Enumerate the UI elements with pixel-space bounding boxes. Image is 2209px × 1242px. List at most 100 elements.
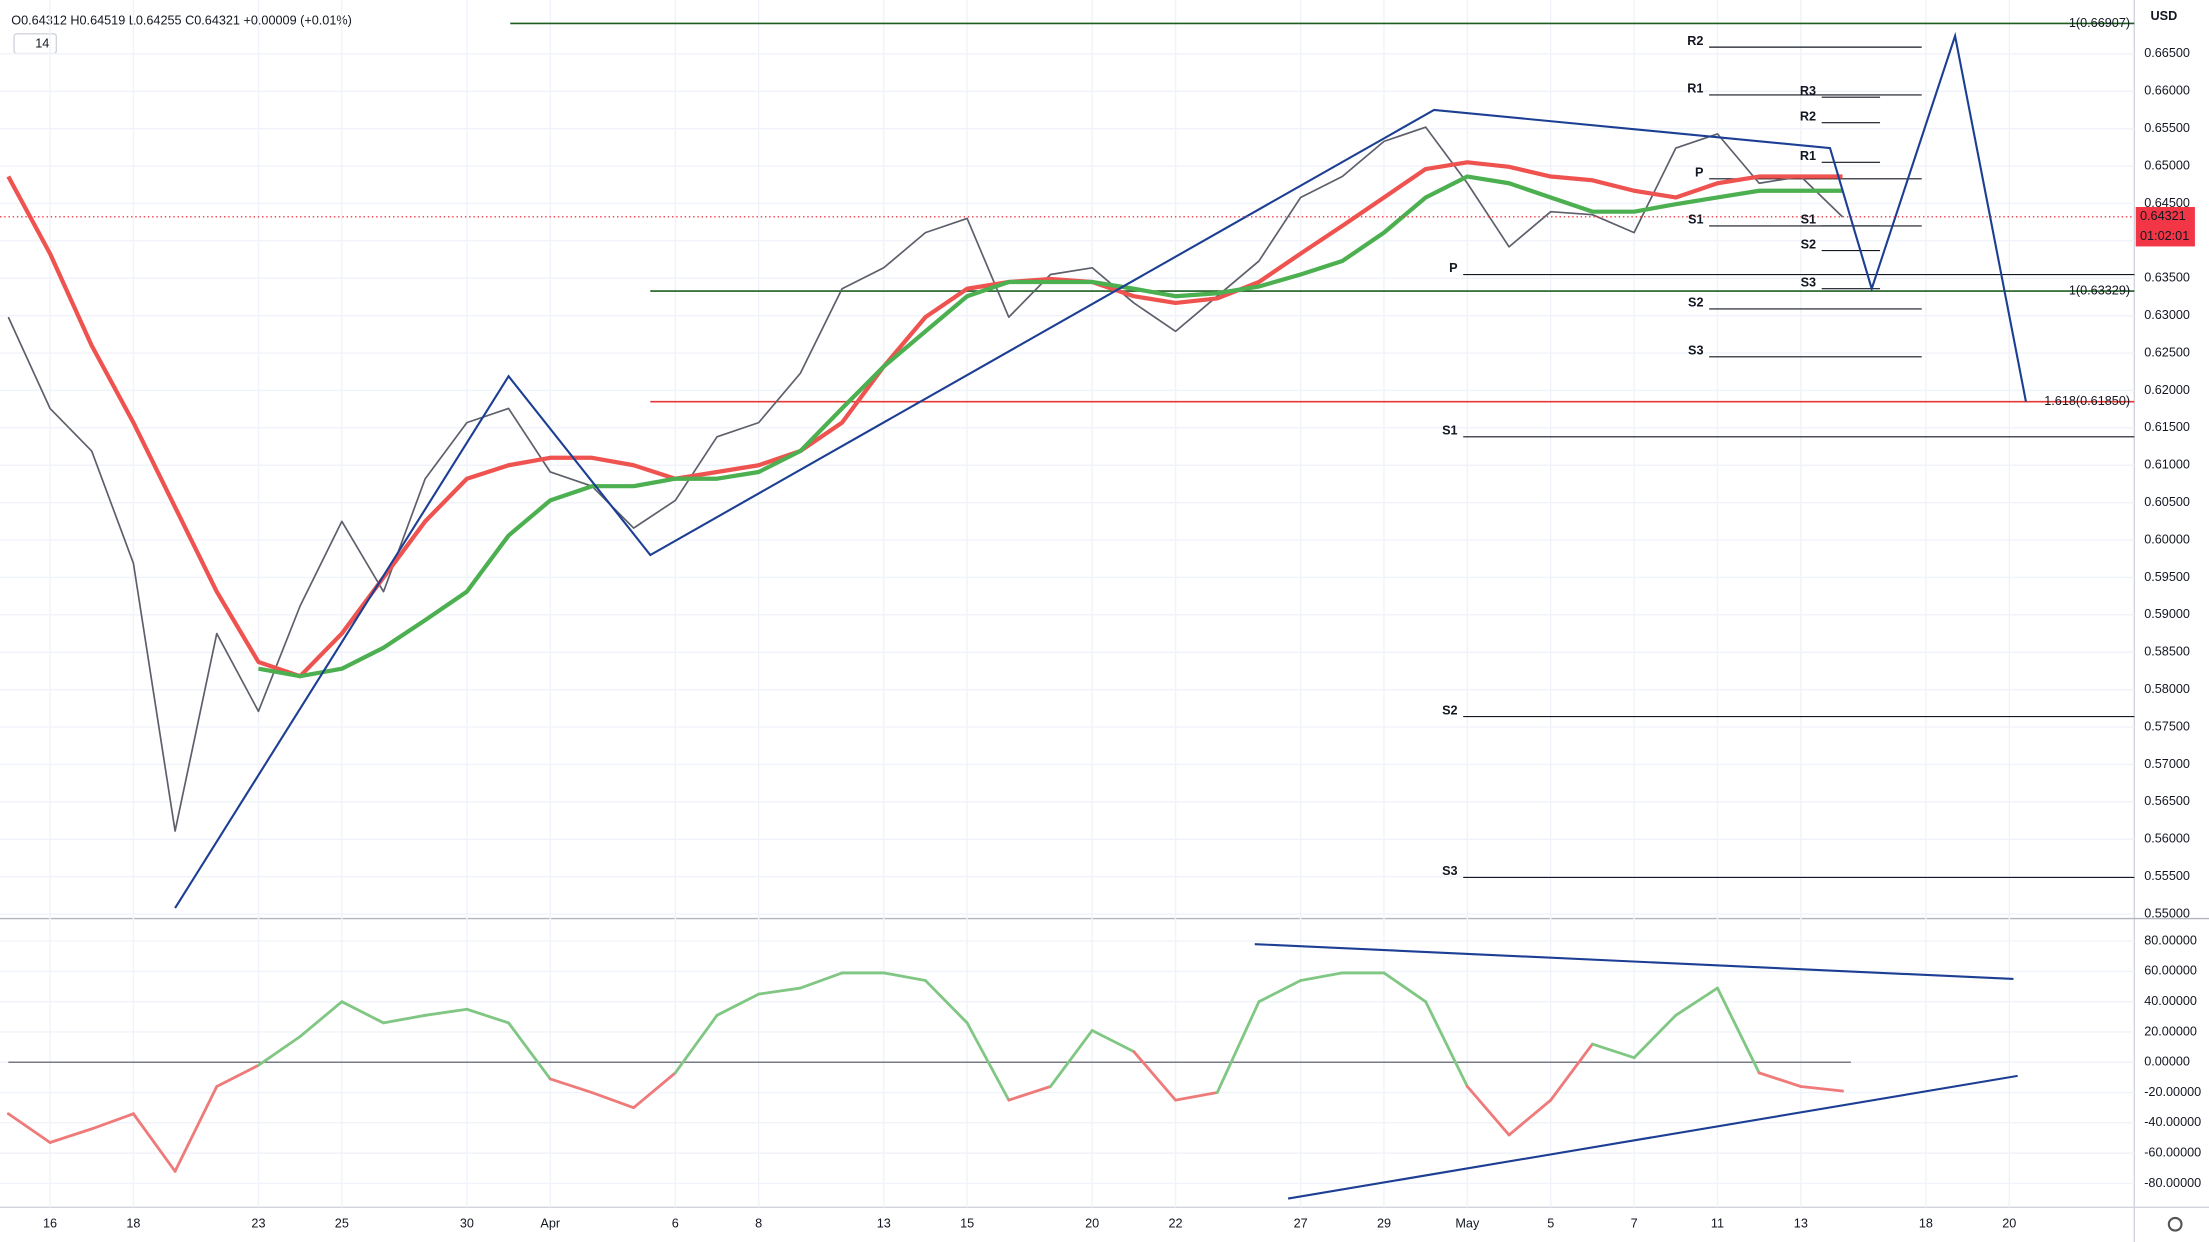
rsi-segment	[882, 971, 927, 982]
fib-level-label: 1.618(0.61850)	[2044, 394, 2130, 408]
y-tick-label: -80.00000	[2144, 1176, 2201, 1190]
trendline	[1254, 943, 2014, 981]
rsi-segment	[1090, 1029, 1136, 1054]
x-tick-label: 20	[1085, 1217, 1099, 1231]
x-tick-label: 25	[335, 1217, 349, 1231]
rsi-segment	[1007, 1085, 1052, 1102]
pivot-label: S3	[1442, 864, 1457, 878]
y-tick-label: -60.00000	[2144, 1145, 2201, 1159]
rsi-segment	[1257, 979, 1303, 1004]
pivot-label: S2	[1688, 296, 1703, 310]
rsi-segment	[340, 1000, 385, 1025]
y-tick-label: 0.60000	[2144, 532, 2190, 546]
rsi-segment	[1215, 1000, 1261, 1094]
y-tick-label: 0.62500	[2144, 345, 2190, 359]
fib-level-label: 1(0.63329)	[2069, 283, 2130, 297]
currency: USD	[2151, 9, 2178, 23]
rsi-segment	[1382, 971, 1428, 1004]
rsi-segment	[90, 1112, 135, 1131]
rsi-segment	[1299, 971, 1344, 982]
y-tick-label: 0.62000	[2144, 383, 2190, 397]
rsi-segment	[1799, 1085, 1844, 1093]
y-tick-label: 0.58500	[2144, 645, 2190, 659]
rsi-segment	[965, 1021, 1011, 1102]
y-tick-label: 60.00000	[2144, 964, 2197, 978]
pivot-label: S1	[1688, 213, 1703, 227]
rsi-segment	[715, 992, 761, 1017]
y-tick-label: 0.61000	[2144, 458, 2190, 472]
x-tick-label: May	[1455, 1217, 1480, 1231]
y-tick-label: 80.00000	[2144, 933, 2197, 947]
x-tick-label: 5	[1547, 1217, 1554, 1231]
y-tick-label: 20.00000	[2144, 1024, 2197, 1038]
x-tick-label: 22	[1169, 1217, 1183, 1231]
pivot-label: R2	[1800, 109, 1816, 123]
y-tick-label: 0.58000	[2144, 682, 2190, 696]
rsi-segment	[1424, 1000, 1469, 1088]
series-line	[258, 174, 1843, 679]
rsi-segment	[507, 1021, 552, 1081]
rsi-segment	[257, 1035, 302, 1067]
y-tick-label: 0.63000	[2144, 308, 2190, 322]
rsi-segment	[1174, 1091, 1219, 1102]
rsi-segment	[465, 1007, 510, 1025]
trendline	[1287, 1074, 2018, 1200]
rsi-segment	[757, 986, 802, 996]
x-tick-label: Apr	[540, 1217, 560, 1231]
y-tick-label: 0.65000	[2144, 158, 2190, 172]
pivot-label: P	[1449, 261, 1458, 275]
countdown: 01:02:01	[2140, 229, 2189, 243]
rsi-segment	[423, 1007, 469, 1017]
x-tick-label: 15	[960, 1217, 974, 1231]
y-tick-label: 40.00000	[2144, 994, 2197, 1008]
x-tick-label: 29	[1377, 1217, 1391, 1231]
rsi-segment	[1507, 1098, 1553, 1137]
y-tick-label: 0.60500	[2144, 495, 2190, 509]
y-tick-label: 0.61500	[2144, 420, 2190, 434]
fib-level-label: 1(0.66907)	[2069, 16, 2130, 30]
rsi-segment	[1132, 1050, 1177, 1102]
rsi-segment	[1591, 1042, 1636, 1060]
y-tick-label: 0.57500	[2144, 719, 2190, 733]
x-tick-label: 20	[2002, 1217, 2016, 1231]
y-tick-label: 0.57000	[2144, 757, 2190, 771]
x-tick-label: 13	[877, 1217, 891, 1231]
pivot-label: S3	[1801, 275, 1816, 289]
x-tick-label: 6	[672, 1217, 679, 1231]
last-price-label: 0.64321	[2140, 209, 2186, 223]
pivot-label: P	[1695, 165, 1704, 179]
rsi-segment	[1465, 1085, 1511, 1137]
rsi-segment	[632, 1071, 677, 1110]
rsi-segment	[298, 1000, 344, 1038]
pivot-label: S3	[1688, 344, 1703, 358]
x-tick-label: 27	[1294, 1217, 1308, 1231]
rsi-segment	[548, 1077, 594, 1094]
pivot-label: S1	[1442, 424, 1457, 438]
indicator-length[interactable]: 14	[35, 37, 49, 51]
rsi-segment	[1049, 1029, 1094, 1088]
series-line	[6, 160, 1843, 679]
rsi-segment	[924, 979, 969, 1025]
y-tick-label: 0.59500	[2144, 570, 2190, 584]
x-tick-label: 30	[460, 1217, 474, 1231]
rsi-segment	[6, 1112, 52, 1144]
pivot-label: S2	[1442, 703, 1457, 717]
rsi-segment	[1757, 1071, 1803, 1088]
y-tick-label: -20.00000	[2144, 1085, 2201, 1099]
x-tick-label: 16	[43, 1217, 57, 1231]
y-tick-label: 0.55000	[2144, 906, 2190, 920]
settings-icon[interactable]	[2167, 1216, 2183, 1232]
y-tick-label: 0.56500	[2144, 794, 2190, 808]
rsi-segment	[1716, 986, 1761, 1075]
rsi-segment	[590, 1091, 636, 1110]
x-tick-label: 23	[251, 1217, 265, 1231]
x-tick-label: 18	[126, 1217, 140, 1231]
pivot-label: R2	[1687, 34, 1703, 48]
pivot-label: S2	[1801, 237, 1816, 251]
y-tick-label: 0.65500	[2144, 121, 2190, 135]
rsi-segment	[173, 1085, 219, 1173]
rsi-segment	[1549, 1042, 1594, 1102]
rsi-segment	[382, 1013, 427, 1025]
